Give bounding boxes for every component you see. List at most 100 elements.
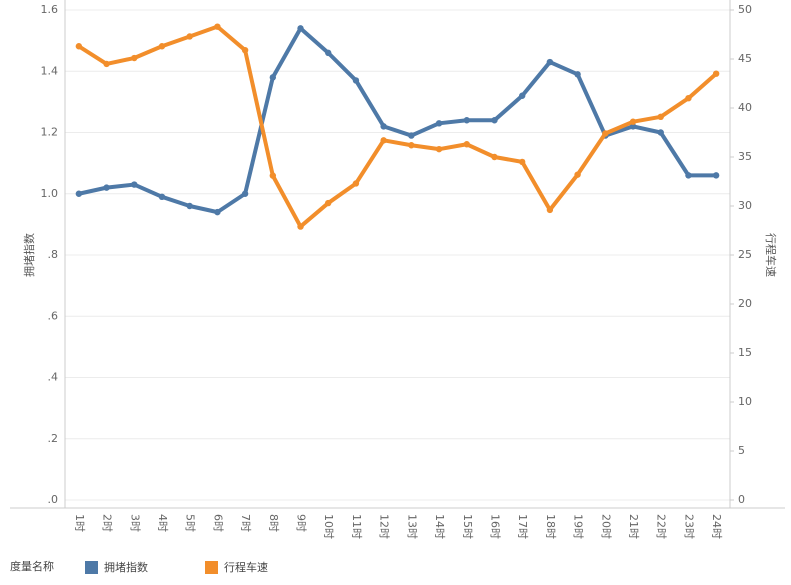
point [712,70,720,77]
x-tick-label: 24时 [710,514,723,539]
point [463,117,470,124]
point [158,193,166,201]
point [241,46,249,54]
x-tick-label: 7时 [239,514,252,532]
y-tick-label: .0 [48,493,59,506]
y2-tick-label: 15 [738,346,752,359]
point [297,25,304,32]
y2-tick-label: 35 [738,150,752,163]
y-tick-label: 1.6 [41,3,59,16]
line-series [77,24,718,229]
y2-tick-label: 20 [738,297,752,310]
point [75,43,83,50]
y2-tick-label: 25 [738,248,752,261]
x-tick-label: 8时 [267,514,280,532]
point [380,137,387,144]
point [131,181,138,188]
x-tick-label: 20时 [599,514,612,539]
legend-title: 度量名称 [10,559,54,573]
point [685,95,692,102]
x-tick-label: 19时 [572,514,585,539]
y-tick-label: 1.0 [41,187,59,200]
legend-swatch [85,561,98,574]
point [186,33,193,40]
point [463,141,470,148]
point [408,132,415,139]
point [352,77,360,84]
point [297,223,304,230]
point [241,190,249,197]
y2-axis-label: 行程车速 [764,233,778,277]
point [408,142,415,149]
point [629,118,637,125]
x-tick-label: 17时 [516,514,529,539]
x-tick-label: 3时 [128,514,141,532]
x-tick-label: 13时 [405,514,418,539]
y-tick-label: .2 [48,432,59,445]
x-tick-label: 4时 [156,514,169,532]
x-tick-label: 5时 [184,514,197,532]
point [214,208,221,216]
y2-tick-label: 50 [738,3,752,16]
x-tick-label: 10时 [322,514,335,539]
line-series [78,26,717,215]
x-tick-label: 9时 [295,514,308,532]
y-tick-label: .6 [48,309,59,322]
y-tick-label: 1.2 [41,126,59,139]
point [325,49,332,57]
point [574,171,581,178]
point [657,113,664,121]
x-tick-label: 6时 [211,514,224,532]
point [103,184,110,191]
point [158,43,166,50]
y2-tick-label: 45 [738,52,752,65]
point [75,190,83,197]
point [518,92,526,99]
x-tick-label: 16时 [488,514,501,539]
point [380,123,387,130]
point [491,153,498,161]
point [214,23,221,30]
point [269,74,277,81]
x-tick-label: 1时 [73,514,86,532]
y-axis-label: 拥堵指数 [22,233,36,277]
y2-tick-label: 0 [738,493,745,506]
y2-tick-label: 10 [738,395,752,408]
point [325,199,332,207]
x-tick-label: 15时 [461,514,474,539]
point [131,54,138,62]
legend-label: 行程车速 [224,560,268,574]
point [685,172,692,179]
point [103,60,110,68]
point [629,123,637,130]
x-tick-label: 11时 [350,514,363,539]
x-tick-label: 14时 [433,514,446,539]
point [546,58,554,66]
point [491,117,498,124]
x-tick-label: 21时 [627,514,640,539]
y-tick-label: .4 [48,371,59,384]
point [546,206,554,214]
x-tick-label: 22时 [655,514,668,539]
point [269,172,277,179]
point [712,172,720,179]
point [435,145,443,153]
legend-swatch [205,561,218,574]
x-tick-label: 12时 [378,514,391,539]
point [186,202,193,210]
legend-label: 拥堵指数 [104,560,148,574]
y2-tick-label: 30 [738,199,752,212]
point [518,158,526,166]
y2-tick-label: 5 [738,444,745,457]
point [602,130,609,137]
y-tick-label: 1.4 [41,64,59,77]
point [657,129,664,136]
point [435,120,443,127]
x-tick-label: 23时 [682,514,695,539]
y-tick-label: .8 [48,248,59,261]
x-tick-label: 18时 [544,514,557,539]
y2-tick-label: 40 [738,101,752,114]
x-tick-label: 2时 [101,514,114,532]
point [352,180,360,187]
